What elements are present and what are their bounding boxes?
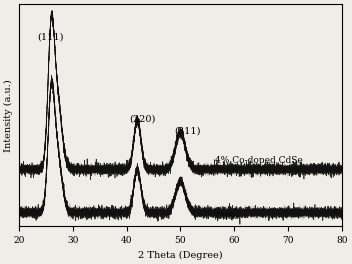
Y-axis label: Intensity (a.u.): Intensity (a.u.) [4, 79, 13, 152]
Text: (220): (220) [129, 115, 156, 124]
Text: (111): (111) [38, 33, 64, 42]
X-axis label: 2 Theta (Degree): 2 Theta (Degree) [138, 251, 223, 260]
Text: CdSe: CdSe [215, 212, 240, 221]
Text: (311): (311) [174, 127, 201, 136]
Text: 4% Co-doped CdSe: 4% Co-doped CdSe [215, 156, 303, 165]
